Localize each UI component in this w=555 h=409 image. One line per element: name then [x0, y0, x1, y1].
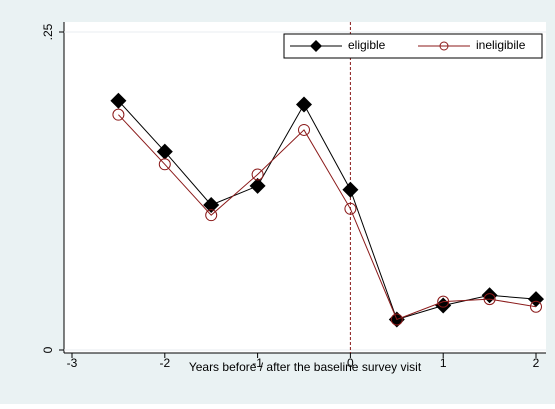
- marker: [205, 209, 218, 222]
- x-tick-label: -1: [252, 356, 263, 370]
- x-tick-label: 1: [440, 356, 447, 370]
- legend-label: ineligibile: [476, 38, 526, 52]
- legend-marker: [439, 41, 449, 51]
- y-tick-label: 0: [41, 346, 55, 353]
- y-tick-label: .25: [41, 23, 55, 40]
- marker: [156, 143, 173, 160]
- marker: [296, 96, 312, 113]
- x-axis-label: Years before / after the baseline survey…: [189, 360, 422, 374]
- x-tick-label: -2: [159, 356, 170, 370]
- line: [118, 114, 537, 321]
- x-tick-label: 0: [347, 356, 354, 370]
- x-tick-label: -3: [67, 356, 78, 370]
- marker: [110, 92, 127, 109]
- marker: [249, 177, 266, 194]
- marker: [203, 196, 220, 213]
- marker: [437, 295, 450, 308]
- marker: [251, 168, 264, 181]
- marker: [530, 300, 542, 313]
- marker: [112, 108, 125, 121]
- plot-area: [64, 22, 546, 353]
- x-tick-label: 2: [533, 356, 540, 370]
- legend-label: eligible: [348, 38, 386, 52]
- marker: [342, 181, 359, 198]
- legend-marker: [310, 40, 322, 52]
- marker: [158, 158, 171, 171]
- marker: [298, 123, 310, 136]
- marker: [344, 202, 357, 215]
- marker: [390, 313, 403, 326]
- marker: [483, 293, 496, 306]
